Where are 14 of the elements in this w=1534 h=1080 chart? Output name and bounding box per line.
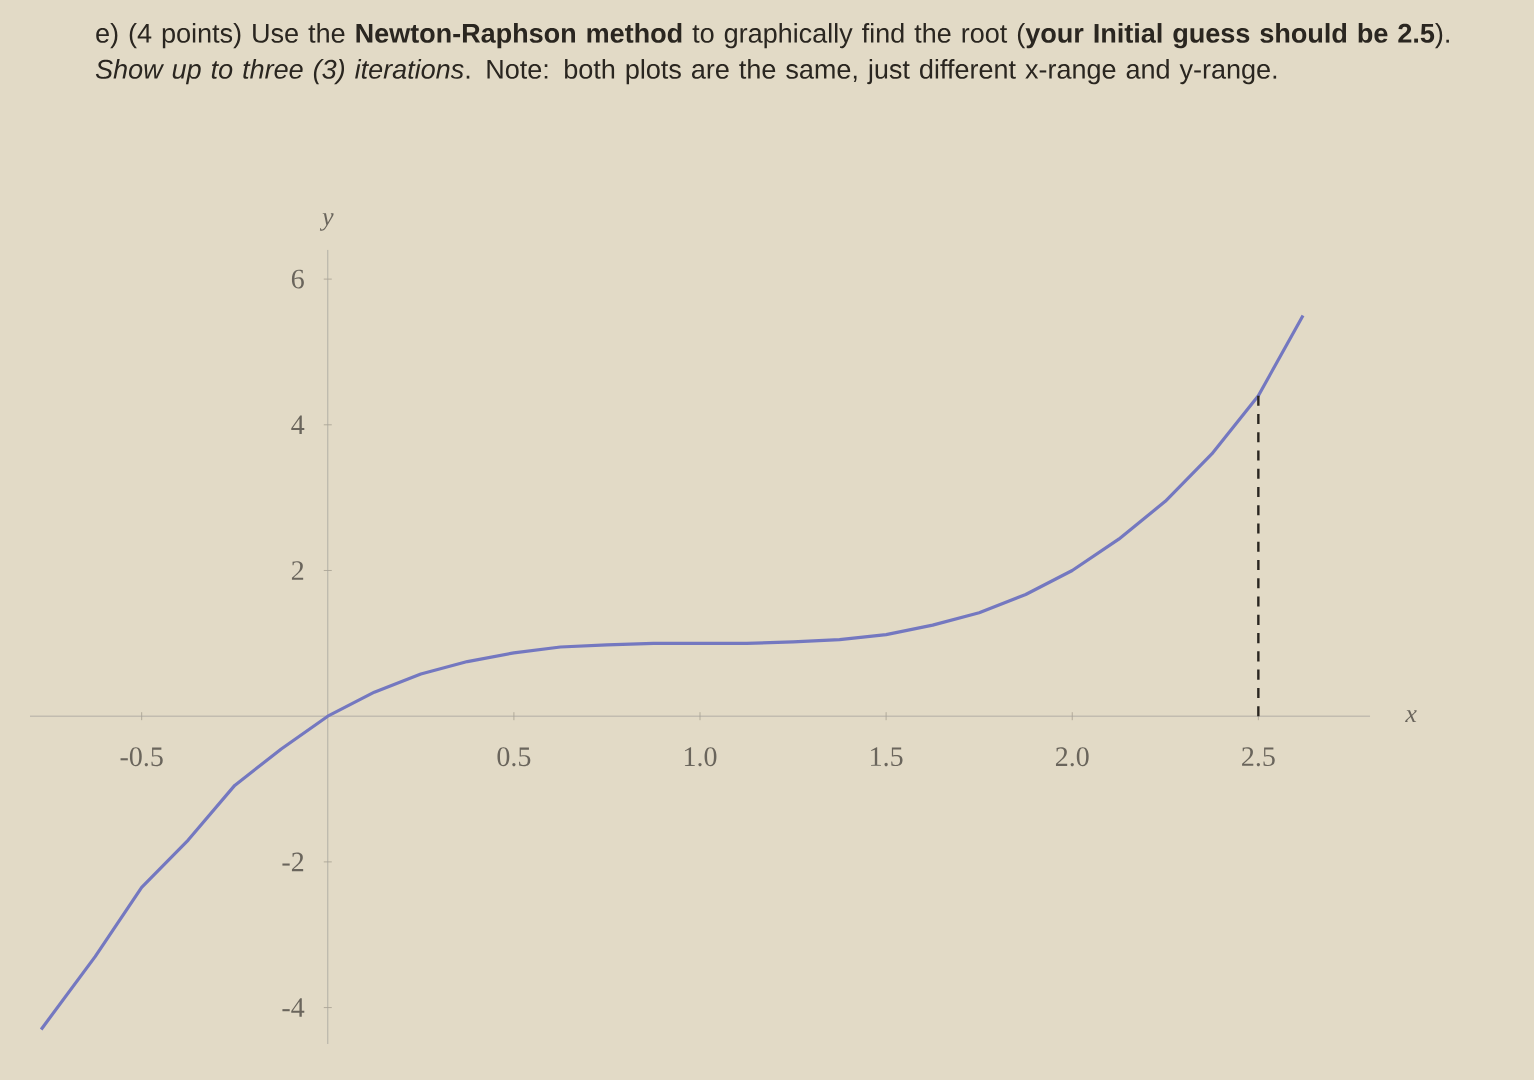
y-tick-label: 4	[291, 415, 305, 435]
chart-title: e) (4 points) Use the Newton-Raphson method to graphically find the root (your Initial guess should be 2.5). Show up to three (3) iterations. Note: both plots are the same, just different x-range and y-range.	[95, 23, 1449, 85]
y-tick-label: 6	[291, 269, 304, 289]
x-tick-label: 1.0	[684, 747, 717, 767]
y-tick-label: -4	[282, 998, 305, 1017]
x-tick-label: 2.0	[1055, 747, 1089, 767]
y-axis-title: y	[319, 213, 334, 231]
y-tick-label: 2	[291, 561, 304, 580]
x-tick-label: 0.5	[497, 747, 531, 767]
x-tick-label: 1.5	[871, 747, 903, 767]
x-tick-label: 2.5	[1242, 747, 1275, 767]
y-tick-label: -2	[282, 852, 304, 872]
x-axis-title: x	[1405, 710, 1417, 723]
x-tick-label: -0.5	[120, 747, 163, 767]
